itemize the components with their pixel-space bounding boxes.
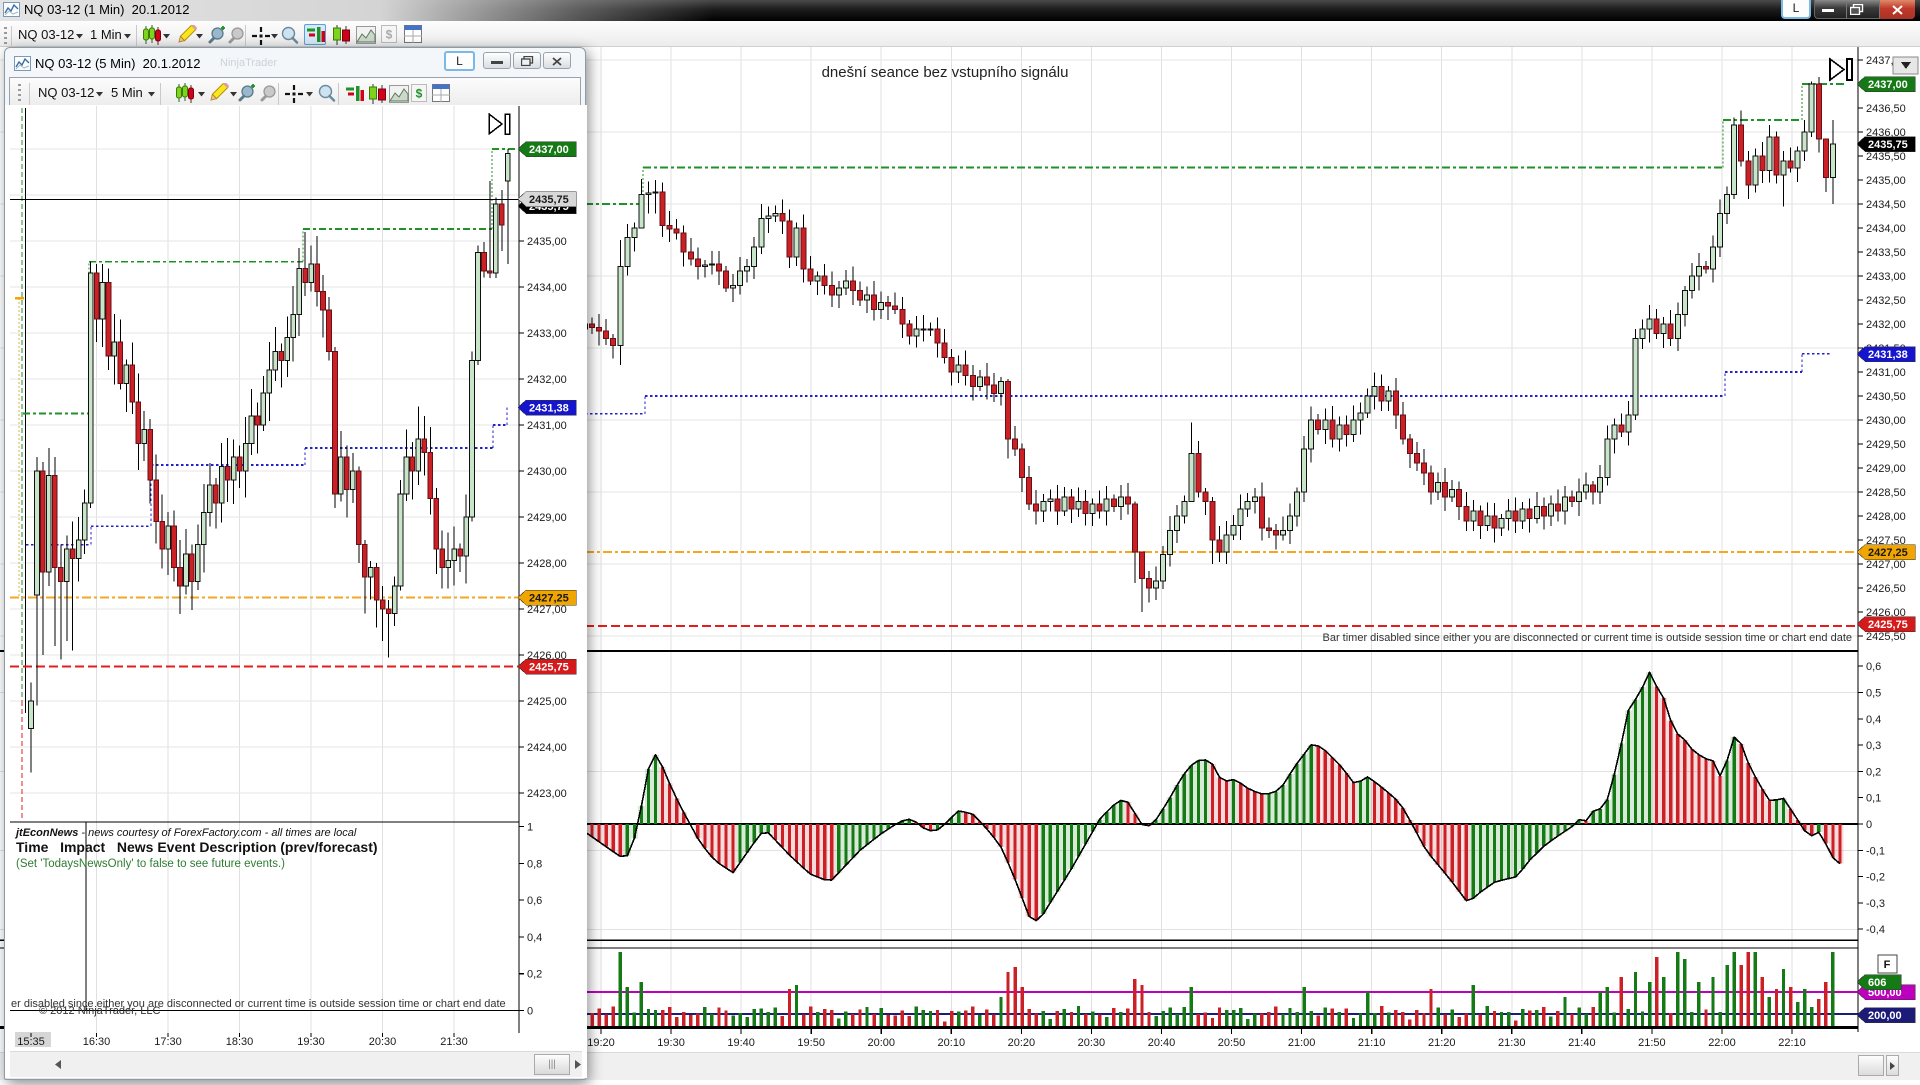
svg-text:(Set 'TodaysNewsOnly' to false: (Set 'TodaysNewsOnly' to false to see fu… bbox=[16, 858, 285, 870]
svg-text:21:50: 21:50 bbox=[1638, 1037, 1666, 1049]
svg-text:21:20: 21:20 bbox=[1428, 1037, 1456, 1049]
svg-text:2433,50: 2433,50 bbox=[1866, 247, 1906, 259]
svg-text:0,8: 0,8 bbox=[527, 858, 542, 870]
svg-text:2427,25: 2427,25 bbox=[1868, 547, 1908, 559]
svg-text:18:30: 18:30 bbox=[226, 1036, 254, 1048]
svg-text:© 2012 NinjaTrader, LLC: © 2012 NinjaTrader, LLC bbox=[39, 1005, 160, 1017]
svg-text:15:35: 15:35 bbox=[17, 1036, 45, 1048]
svg-text:2425,50: 2425,50 bbox=[1866, 631, 1906, 643]
svg-text:2431,38: 2431,38 bbox=[1868, 349, 1908, 361]
svg-text:2429,00: 2429,00 bbox=[1866, 463, 1906, 475]
svg-text:0: 0 bbox=[527, 1006, 533, 1018]
svg-text:2427,25: 2427,25 bbox=[529, 593, 569, 605]
svg-text:17:30: 17:30 bbox=[154, 1036, 182, 1048]
svg-text:22:10: 22:10 bbox=[1778, 1037, 1806, 1049]
svg-text:Time Impact News Event Des: Time Impact News Event Description (prev… bbox=[16, 839, 378, 855]
svg-text:2435,75: 2435,75 bbox=[1868, 139, 1908, 151]
svg-text:0,6: 0,6 bbox=[1866, 661, 1881, 673]
svg-text:20:00: 20:00 bbox=[867, 1037, 895, 1049]
svg-text:2435,00: 2435,00 bbox=[1866, 175, 1906, 187]
svg-text:19:50: 19:50 bbox=[797, 1037, 825, 1049]
svg-text:19:20: 19:20 bbox=[587, 1037, 615, 1049]
svg-text:2427,00: 2427,00 bbox=[1866, 559, 1906, 571]
svg-text:21:30: 21:30 bbox=[1498, 1037, 1526, 1049]
svg-text:0,2: 0,2 bbox=[527, 969, 542, 981]
svg-text:2425,75: 2425,75 bbox=[529, 662, 569, 674]
svg-text:2432,00: 2432,00 bbox=[1866, 319, 1906, 331]
svg-text:2435,00: 2435,00 bbox=[527, 236, 567, 248]
svg-text:0,5: 0,5 bbox=[1866, 688, 1881, 700]
svg-text:2423,00: 2423,00 bbox=[527, 788, 567, 800]
svg-text:2428,00: 2428,00 bbox=[1866, 511, 1906, 523]
svg-text:2432,50: 2432,50 bbox=[1866, 295, 1906, 307]
svg-text:20:50: 20:50 bbox=[1218, 1037, 1246, 1049]
svg-text:2426,00: 2426,00 bbox=[1866, 607, 1906, 619]
svg-text:F: F bbox=[1884, 959, 1891, 971]
svg-text:er disabled since either you a: er disabled since either you are disconn… bbox=[11, 998, 506, 1010]
svg-text:20:20: 20:20 bbox=[1008, 1037, 1036, 1049]
svg-text:21:10: 21:10 bbox=[1358, 1037, 1386, 1049]
svg-text:2431,38: 2431,38 bbox=[529, 403, 569, 415]
svg-text:jtEconNews - news courtesy of: jtEconNews - news courtesy of ForexFacto… bbox=[14, 827, 357, 839]
svg-text:-0,2: -0,2 bbox=[1866, 872, 1885, 884]
svg-text:2430,00: 2430,00 bbox=[1866, 415, 1906, 427]
svg-text:21:00: 21:00 bbox=[1288, 1037, 1316, 1049]
svg-text:2425,00: 2425,00 bbox=[527, 696, 567, 708]
svg-text:2428,50: 2428,50 bbox=[1866, 487, 1906, 499]
svg-text:2431,00: 2431,00 bbox=[527, 420, 567, 432]
svg-text:2435,50: 2435,50 bbox=[1866, 151, 1906, 163]
svg-text:16:30: 16:30 bbox=[83, 1036, 111, 1048]
svg-text:2431,00: 2431,00 bbox=[1866, 367, 1906, 379]
svg-text:dnešní seance bez vstupního si: dnešní seance bez vstupního signálu bbox=[822, 64, 1069, 81]
svg-text:2436,50: 2436,50 bbox=[1866, 103, 1906, 115]
svg-text:2429,50: 2429,50 bbox=[1866, 439, 1906, 451]
svg-text:-0,4: -0,4 bbox=[1866, 924, 1885, 936]
svg-text:-0,3: -0,3 bbox=[1866, 898, 1885, 910]
svg-text:-0,1: -0,1 bbox=[1866, 845, 1885, 857]
svg-text:2427,00: 2427,00 bbox=[527, 604, 567, 616]
svg-text:20:30: 20:30 bbox=[369, 1036, 397, 1048]
svg-text:2428,00: 2428,00 bbox=[527, 558, 567, 570]
svg-text:2429,00: 2429,00 bbox=[527, 512, 567, 524]
svg-text:20:30: 20:30 bbox=[1078, 1037, 1106, 1049]
svg-text:20:10: 20:10 bbox=[938, 1037, 966, 1049]
svg-text:0,3: 0,3 bbox=[1866, 740, 1881, 752]
svg-text:2434,00: 2434,00 bbox=[527, 282, 567, 294]
svg-text:200,00: 200,00 bbox=[1868, 1010, 1902, 1022]
svg-text:2437,00: 2437,00 bbox=[1868, 79, 1908, 91]
svg-text:21:40: 21:40 bbox=[1568, 1037, 1596, 1049]
svg-text:0,6: 0,6 bbox=[527, 895, 542, 907]
svg-text:2430,50: 2430,50 bbox=[1866, 391, 1906, 403]
svg-text:20:40: 20:40 bbox=[1148, 1037, 1176, 1049]
svg-text:$: $ bbox=[386, 28, 393, 42]
svg-text:2434,50: 2434,50 bbox=[1866, 199, 1906, 211]
svg-text:2436,00: 2436,00 bbox=[1866, 127, 1906, 139]
svg-text:19:30: 19:30 bbox=[297, 1036, 325, 1048]
svg-text:2424,00: 2424,00 bbox=[527, 742, 567, 754]
svg-text:21:30: 21:30 bbox=[440, 1036, 468, 1048]
svg-text:2425,75: 2425,75 bbox=[1868, 619, 1908, 631]
svg-text:0: 0 bbox=[1866, 819, 1872, 831]
svg-text:22:00: 22:00 bbox=[1708, 1037, 1736, 1049]
svg-text:0,2: 0,2 bbox=[1866, 766, 1881, 778]
svg-text:2432,00: 2432,00 bbox=[527, 374, 567, 386]
svg-text:19:30: 19:30 bbox=[657, 1037, 685, 1049]
svg-text:2427,50: 2427,50 bbox=[1866, 535, 1906, 547]
svg-text:606: 606 bbox=[1868, 977, 1886, 989]
svg-text:2433,00: 2433,00 bbox=[1866, 271, 1906, 283]
svg-text:19:40: 19:40 bbox=[727, 1037, 755, 1049]
svg-text:2426,50: 2426,50 bbox=[1866, 583, 1906, 595]
svg-text:500,00: 500,00 bbox=[1868, 987, 1902, 999]
svg-text:2434,00: 2434,00 bbox=[1866, 223, 1906, 235]
svg-text:2433,00: 2433,00 bbox=[527, 328, 567, 340]
svg-text:0,1: 0,1 bbox=[1866, 793, 1881, 805]
svg-text:1: 1 bbox=[527, 822, 533, 834]
svg-text:0,4: 0,4 bbox=[1866, 714, 1881, 726]
svg-text:0,4: 0,4 bbox=[527, 932, 542, 944]
svg-text:2437,00: 2437,00 bbox=[529, 144, 569, 156]
svg-text:$: $ bbox=[416, 87, 423, 101]
svg-text:2435,75: 2435,75 bbox=[529, 194, 569, 206]
svg-text:2430,00: 2430,00 bbox=[527, 466, 567, 478]
svg-text:Bar timer disabled since eithe: Bar timer disabled since either you are … bbox=[1323, 632, 1853, 644]
